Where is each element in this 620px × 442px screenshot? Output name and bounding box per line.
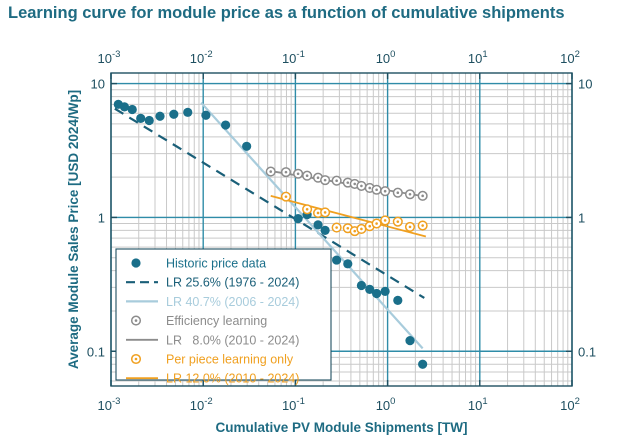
data-point-historic xyxy=(127,104,137,115)
data-point-historic xyxy=(356,280,367,291)
data-point-efficiency xyxy=(417,190,428,201)
x-tick-label-top: 101 xyxy=(468,49,488,66)
data-point-per-piece xyxy=(320,207,331,218)
x-tick-label: 10-2 xyxy=(190,396,213,413)
legend-label: LR 12.0% (2010 - 2024) xyxy=(166,372,299,386)
data-point-efficiency xyxy=(392,187,403,198)
data-point-historic xyxy=(418,359,428,369)
data-point-historic xyxy=(136,113,146,123)
data-point-historic xyxy=(155,111,165,121)
data-point-per-piece xyxy=(392,216,403,227)
data-point-efficiency xyxy=(404,189,416,200)
legend-label: Per piece learning only xyxy=(166,353,294,367)
chart-title: Learning curve for module price as a fun… xyxy=(8,4,565,22)
data-point-per-piece xyxy=(280,191,292,202)
y-tick-label: 0.1 xyxy=(87,344,105,359)
y-tick-label-right: 10 xyxy=(578,77,592,92)
plot-series xyxy=(113,99,428,369)
series-line-2 xyxy=(200,101,424,350)
x-tick-label: 10-3 xyxy=(98,396,121,413)
x-tick-label: 102 xyxy=(560,396,580,413)
data-point-historic xyxy=(405,336,415,346)
y-axis-label: Average Module Sales Price [USD 2024/Wp] xyxy=(66,90,81,369)
x-tick-label-top: 100 xyxy=(376,49,396,66)
data-point-per-piece xyxy=(404,221,416,232)
legend-label: Efficiency learning xyxy=(166,314,267,328)
legend-swatch-marker xyxy=(131,258,141,268)
x-axis-label: Cumulative PV Module Shipments [TW] xyxy=(215,420,467,435)
data-point-historic xyxy=(119,102,130,112)
data-point-efficiency xyxy=(380,186,391,197)
data-point-efficiency xyxy=(293,168,304,179)
legend: Historic price data LR 25.6% (1976 - 2024… xyxy=(115,248,332,386)
data-point-historic xyxy=(332,255,342,265)
x-tick-label-top: 102 xyxy=(560,49,580,66)
data-point-historic xyxy=(201,110,211,120)
y-tick-label: 10 xyxy=(91,77,105,92)
data-point-historic xyxy=(144,115,154,126)
data-point-historic xyxy=(313,220,323,230)
legend-label: LR 40.7% (2006 - 2024) xyxy=(166,295,299,309)
series-line-6 xyxy=(270,194,427,238)
data-point-efficiency xyxy=(265,166,276,177)
data-point-efficiency xyxy=(302,170,313,181)
data-point-historic xyxy=(242,141,252,151)
x-tick-label: 101 xyxy=(468,396,488,413)
series-line-1 xyxy=(114,107,425,299)
legend-box xyxy=(115,248,332,381)
data-point-historic xyxy=(320,225,330,235)
legend-label: Historic price data xyxy=(166,257,266,271)
data-point-efficiency xyxy=(320,175,331,186)
y-tick-label: 1 xyxy=(98,210,105,225)
y-tick-label-right: 0.1 xyxy=(578,344,596,359)
data-point-per-piece xyxy=(302,204,313,215)
data-point-historic xyxy=(169,109,179,119)
data-point-historic xyxy=(293,213,303,224)
x-tick-label-top: 10-3 xyxy=(98,49,121,66)
data-point-per-piece xyxy=(380,215,391,226)
data-point-historic xyxy=(372,288,382,299)
data-point-historic xyxy=(393,295,403,305)
data-point-efficiency xyxy=(331,175,342,186)
data-point-per-piece xyxy=(417,220,428,231)
data-point-efficiency xyxy=(280,167,292,178)
data-point-per-piece xyxy=(331,222,342,233)
tick-marks xyxy=(110,73,573,386)
data-point-per-piece xyxy=(356,223,367,235)
data-point-historic xyxy=(221,120,231,130)
data-point-historic xyxy=(183,107,193,117)
data-point-per-piece xyxy=(371,218,382,229)
legend-label: LR 25.6% (1976 - 2024) xyxy=(166,276,299,290)
plot-frame xyxy=(110,72,573,387)
data-point-efficiency xyxy=(356,180,367,191)
data-point-efficiency xyxy=(371,184,382,195)
x-tick-label: 10-1 xyxy=(282,396,305,413)
data-point-historic xyxy=(343,259,353,269)
x-tick-label: 100 xyxy=(376,396,396,413)
data-point-historic xyxy=(380,286,390,297)
x-tick-label-top: 10-1 xyxy=(282,49,305,66)
y-tick-label-right: 1 xyxy=(578,210,585,225)
x-tick-label-top: 10-2 xyxy=(190,49,213,66)
legend-label: LR 8.0% (2010 - 2024) xyxy=(166,333,299,347)
data-point-historic xyxy=(365,284,375,294)
